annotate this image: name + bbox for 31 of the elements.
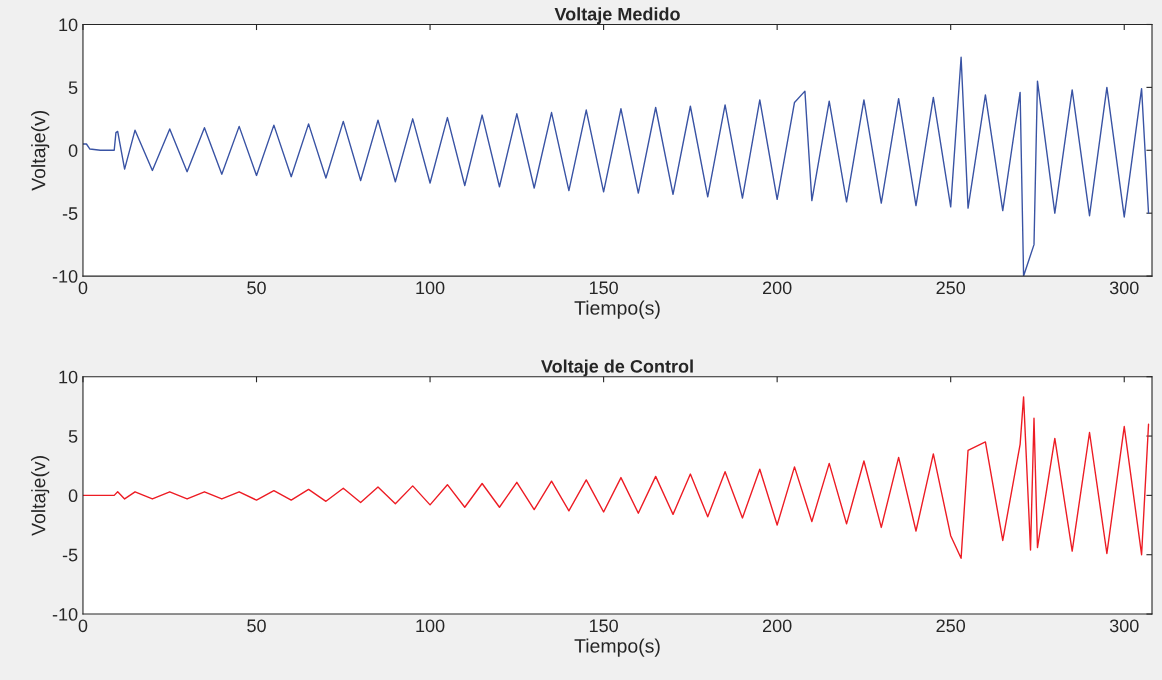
y-tick-label: 0 <box>68 144 78 157</box>
y-tick-label: 5 <box>68 81 78 95</box>
x-tick-label: 250 <box>936 619 966 633</box>
x-tick-label: 250 <box>936 281 966 295</box>
y-axis-title: Voltaje(v) <box>31 456 50 536</box>
chart-title: Voltaje de Control <box>541 359 693 377</box>
x-tick-label: 200 <box>763 619 792 633</box>
y-tick-label: -10 <box>52 270 78 283</box>
x-tick-label: 300 <box>1109 619 1139 633</box>
x-tick-label: 150 <box>589 281 618 295</box>
x-tick-label: 100 <box>416 619 445 633</box>
x-axis-title: Tiempo(s) <box>574 638 660 657</box>
chart-title: Voltaje Medido <box>554 7 680 25</box>
x-tick-label: 0 <box>78 619 88 633</box>
x-axis-title: Tiempo(s) <box>574 300 660 319</box>
x-tick-label: 0 <box>78 281 88 295</box>
y-tick-label: 10 <box>59 18 78 32</box>
y-tick-label: 5 <box>68 430 78 443</box>
y-axis-title: Voltaje(v) <box>31 110 50 191</box>
x-tick-label: 200 <box>763 281 792 295</box>
x-tick-label: 50 <box>247 281 266 295</box>
y-tick-label: -5 <box>62 548 78 562</box>
y-tick-label: 0 <box>68 489 78 503</box>
y-tick-label: -10 <box>52 607 78 621</box>
line-series <box>82 396 1150 559</box>
y-tick-label: -5 <box>62 207 78 220</box>
x-tick-label: 150 <box>589 619 618 633</box>
x-tick-label: 100 <box>416 281 445 295</box>
x-tick-label: 300 <box>1109 281 1139 295</box>
x-tick-label: 50 <box>247 619 266 633</box>
y-tick-label: 10 <box>59 370 78 384</box>
